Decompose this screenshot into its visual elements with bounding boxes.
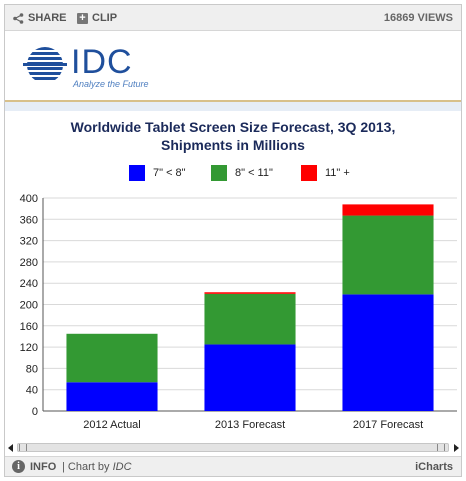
x-tick-label: 2012 Actual bbox=[83, 419, 141, 431]
y-tick-label: 120 bbox=[20, 342, 38, 354]
bar-segment bbox=[342, 294, 434, 411]
plus-icon: + bbox=[77, 12, 88, 24]
info-button[interactable]: INFO bbox=[30, 461, 57, 473]
y-tick-label: 280 bbox=[20, 257, 38, 269]
y-tick-label: 360 bbox=[20, 214, 38, 226]
divider bbox=[5, 100, 461, 102]
y-tick-label: 0 bbox=[32, 406, 38, 418]
chart-legend: 7" < 8" 8" < 11" 11" + bbox=[5, 165, 461, 181]
share-button[interactable]: SHARE bbox=[13, 12, 67, 24]
horizontal-scrollbar[interactable] bbox=[5, 438, 461, 458]
bar-segment bbox=[342, 215, 434, 295]
x-tick-label: 2017 Forecast bbox=[353, 419, 423, 431]
legend-item-series-1[interactable]: 7" < 8" bbox=[129, 165, 186, 181]
x-tick-label: 2013 Forecast bbox=[215, 419, 285, 431]
scroll-handle-right[interactable] bbox=[437, 444, 445, 451]
chart-title-line2: Shipments in Millions bbox=[161, 137, 305, 153]
scroll-left-arrow-icon[interactable] bbox=[8, 444, 13, 452]
y-tick-label: 200 bbox=[20, 300, 38, 312]
scroll-track[interactable] bbox=[17, 443, 449, 452]
y-tick-label: 160 bbox=[20, 321, 38, 333]
bar-segment bbox=[342, 204, 434, 216]
share-icon bbox=[13, 12, 24, 24]
plot-area: 0 40 80 120 160 200 240 280 320 360 400 2012 Actual… bbox=[20, 193, 457, 431]
chart-title: Worldwide Tablet Screen Size Forecast, 3… bbox=[5, 118, 461, 154]
logo-tagline: Analyze the Future bbox=[73, 79, 149, 89]
chart-widget: SHARE + CLIP 16869 VIEWS IDC Analyze bbox=[4, 4, 462, 477]
clip-label: CLIP bbox=[92, 12, 118, 24]
y-tick-label: 320 bbox=[20, 236, 38, 248]
logo-text: IDC bbox=[71, 43, 133, 81]
chart-title-line1: Worldwide Tablet Screen Size Forecast, 3… bbox=[70, 119, 396, 135]
legend-swatch bbox=[129, 165, 145, 181]
bar-segment bbox=[204, 292, 296, 294]
info-icon[interactable]: i bbox=[12, 460, 25, 473]
bar-segment bbox=[204, 293, 296, 345]
idc-globe-icon bbox=[23, 47, 67, 80]
share-label: SHARE bbox=[28, 12, 67, 24]
logo-area: IDC Analyze the Future bbox=[5, 31, 461, 101]
y-tick-label: 40 bbox=[26, 385, 38, 397]
bar-segment bbox=[66, 333, 158, 383]
chart-by-prefix: | Chart by bbox=[62, 461, 110, 473]
views-count: 16869 VIEWS bbox=[383, 12, 453, 24]
bar-segment bbox=[204, 344, 296, 411]
y-tick-label: 80 bbox=[26, 363, 38, 375]
divider bbox=[5, 102, 461, 111]
legend-label: 8" < 11" bbox=[235, 167, 273, 179]
bar-segment bbox=[66, 382, 158, 411]
legend-item-series-2[interactable]: 8" < 11" bbox=[211, 165, 273, 181]
y-tick-label: 240 bbox=[20, 278, 38, 290]
top-toolbar: SHARE + CLIP 16869 VIEWS bbox=[5, 5, 461, 31]
legend-swatch bbox=[301, 165, 317, 181]
scroll-right-arrow-icon[interactable] bbox=[454, 444, 459, 452]
chart-by-brand[interactable]: IDC bbox=[112, 461, 132, 473]
legend-item-series-3[interactable]: 11" + bbox=[301, 165, 350, 181]
y-tick-label: 400 bbox=[20, 193, 38, 205]
legend-label: 7" < 8" bbox=[153, 167, 186, 179]
scroll-handle-left[interactable] bbox=[19, 444, 27, 451]
legend-swatch bbox=[211, 165, 227, 181]
chart-by-credit: | Chart by IDC bbox=[62, 461, 132, 473]
footer-bar: i INFO | Chart by IDC iCharts bbox=[5, 456, 461, 476]
legend-label: 11" + bbox=[325, 167, 350, 179]
clip-button[interactable]: + CLIP bbox=[77, 12, 117, 24]
icharts-link[interactable]: iCharts bbox=[415, 461, 453, 473]
